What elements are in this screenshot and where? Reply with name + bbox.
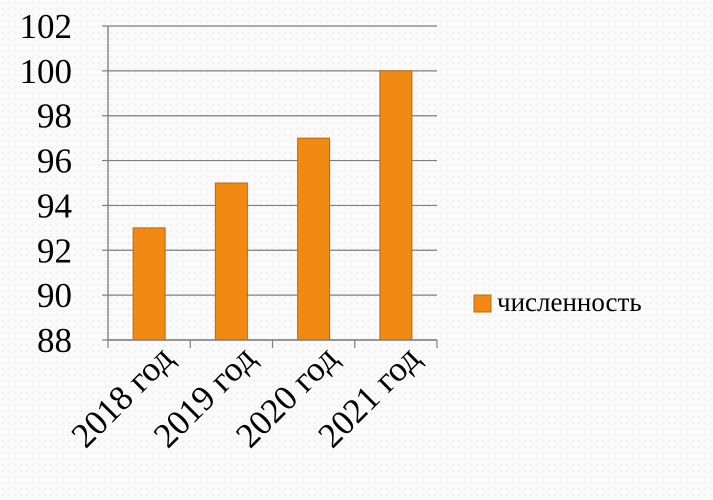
bar-2021-год — [379, 70, 413, 341]
y-tick-label: 102 — [20, 7, 73, 46]
y-tick-label: 88 — [37, 321, 72, 360]
legend: численность — [473, 287, 642, 317]
y-tick-label: 96 — [37, 142, 72, 181]
legend-label: численность — [497, 287, 642, 317]
y-tick-label: 94 — [37, 186, 72, 225]
bar-2019-год — [214, 182, 248, 341]
bar-2020-год — [297, 137, 331, 341]
y-tick-label: 98 — [37, 97, 72, 136]
bar-2018-год — [132, 227, 166, 341]
y-tick-label: 90 — [37, 276, 72, 315]
y-axis-ticks: 88 90 92 94 96 98 100 102 — [20, 7, 108, 360]
y-tick-label: 100 — [20, 52, 73, 91]
legend-swatch — [473, 294, 492, 313]
axes — [107, 26, 438, 348]
y-tick-label: 92 — [37, 231, 72, 270]
bars — [132, 70, 413, 341]
